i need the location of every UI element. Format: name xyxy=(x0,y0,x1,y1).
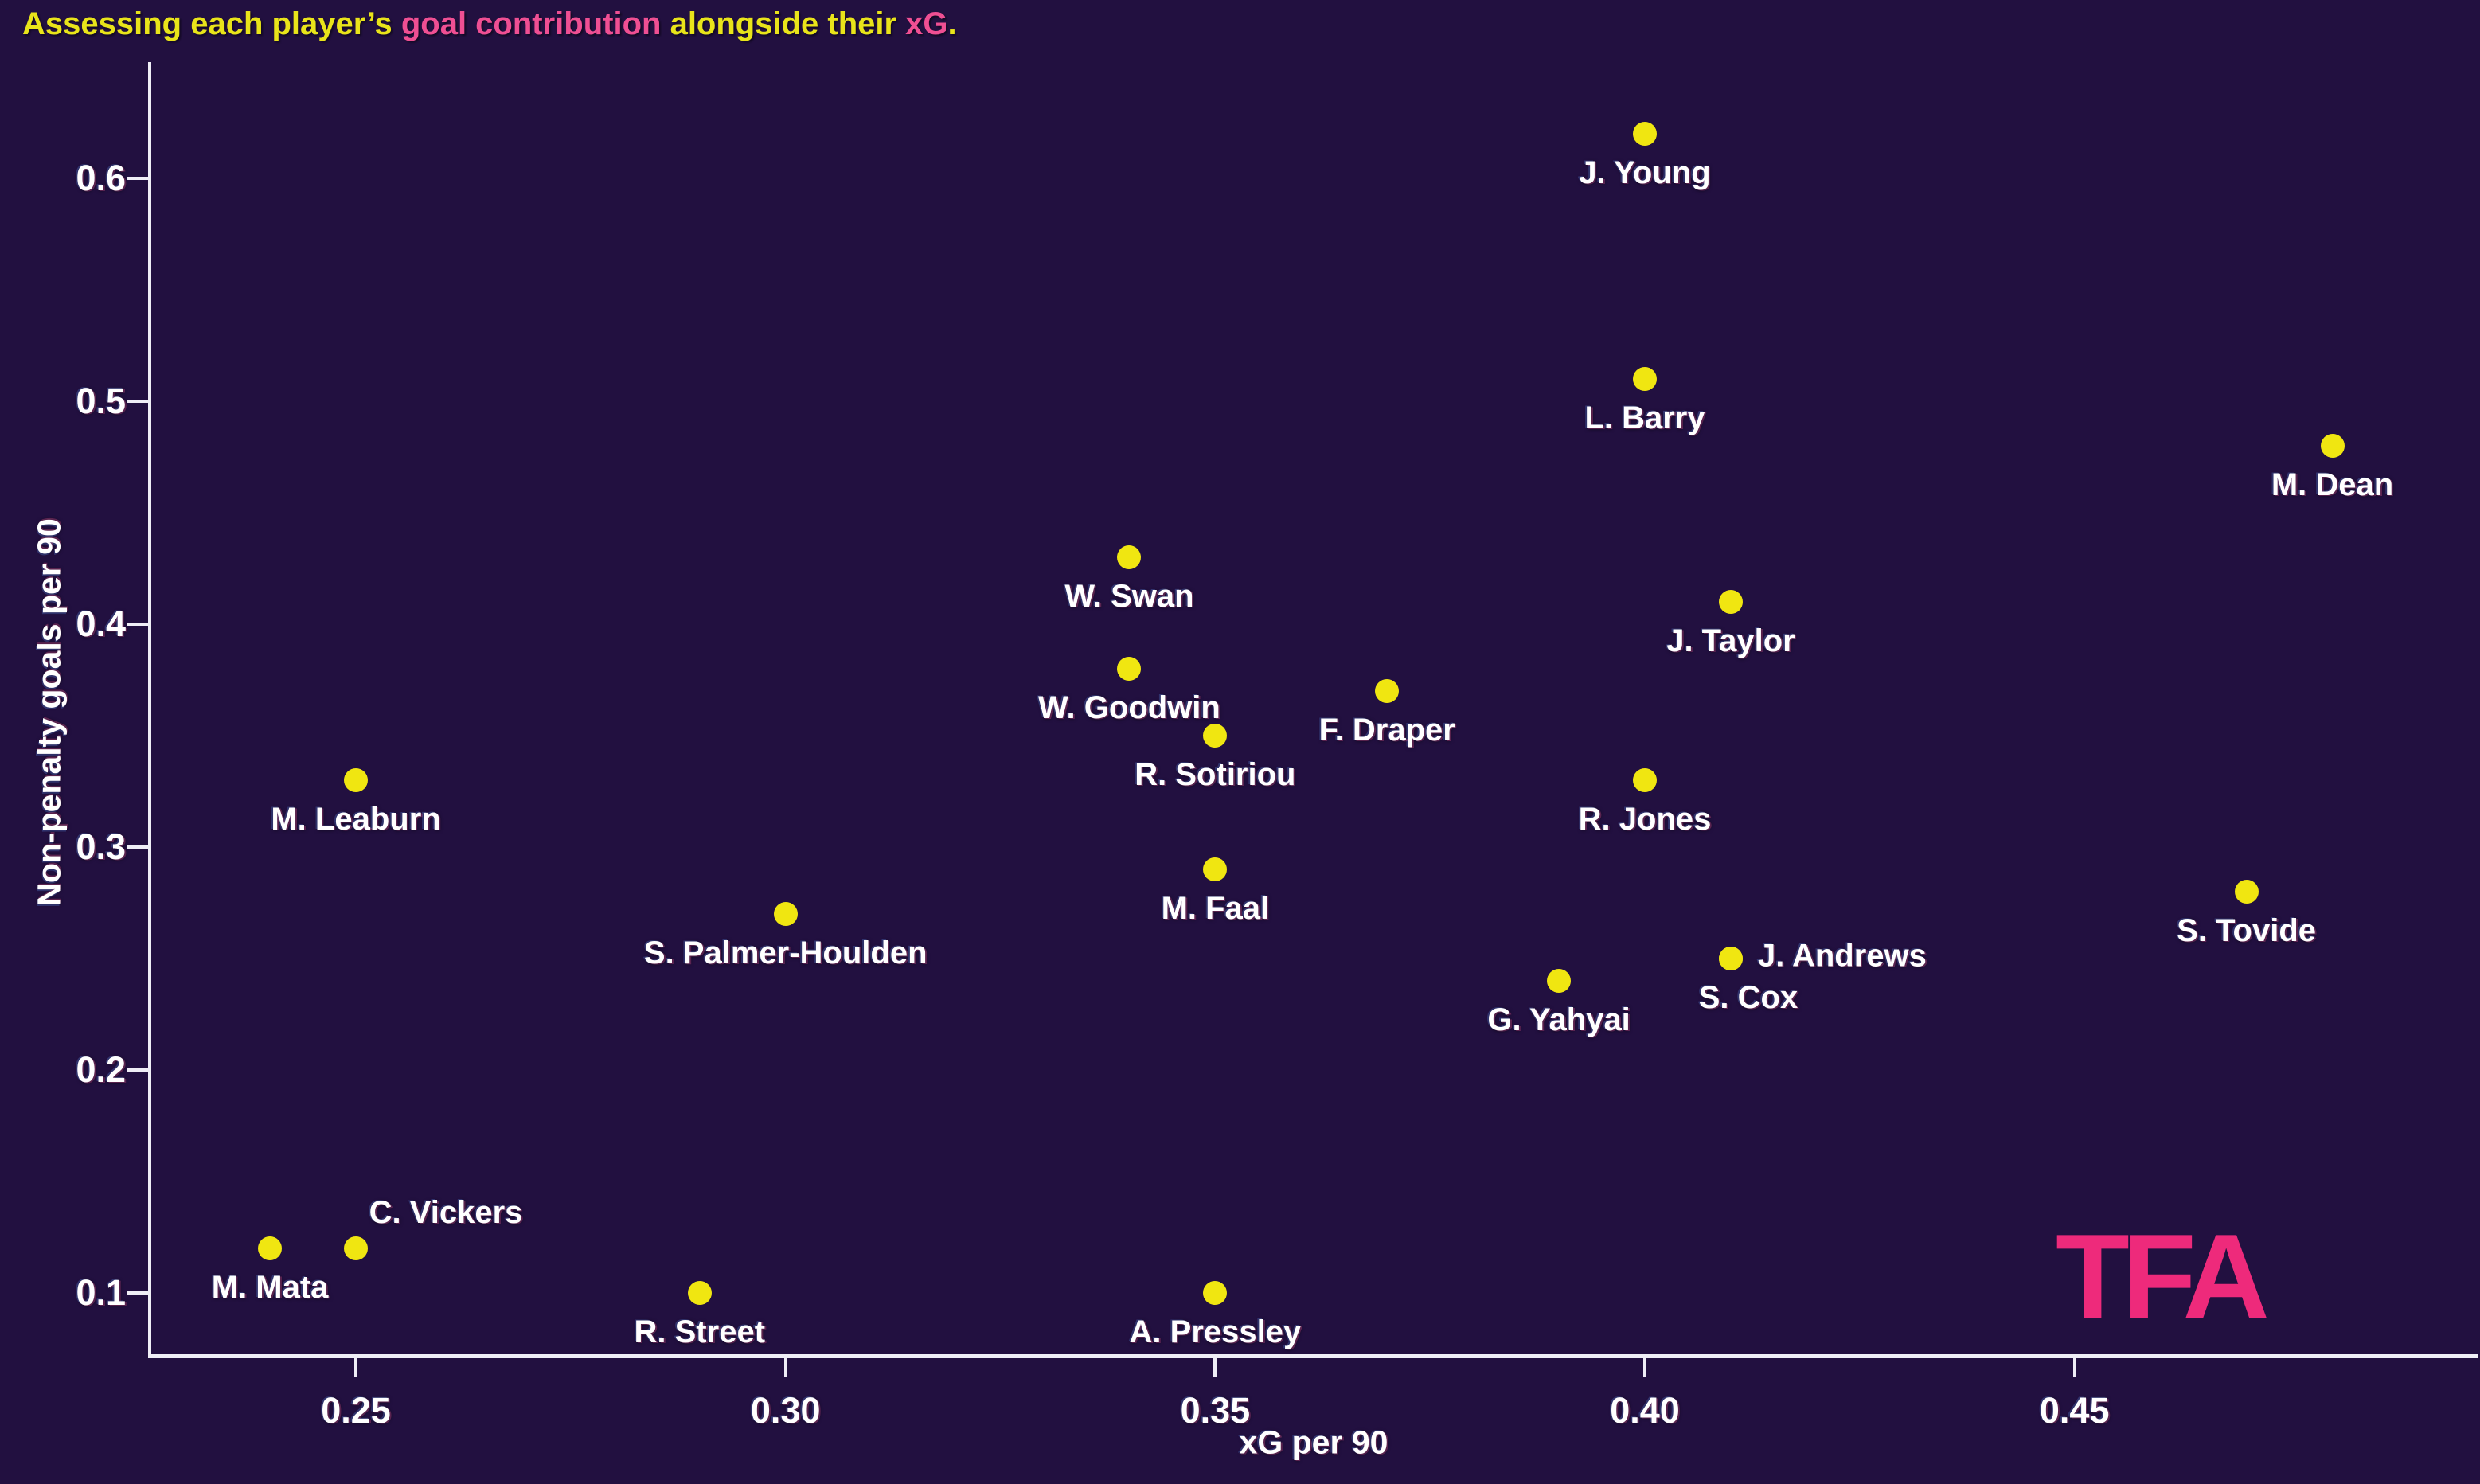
x-tick-mark xyxy=(1643,1357,1647,1377)
point-label-s-palmer-houlden: S. Palmer-Houlden xyxy=(643,935,928,970)
point-label-r-street: R. Street xyxy=(634,1314,766,1349)
x-tick-mark xyxy=(783,1357,787,1377)
y-tick-mark xyxy=(127,622,150,626)
y-tick-mark xyxy=(127,1291,150,1295)
data-point-s-cox xyxy=(1718,946,1743,970)
chart-title-segment: . xyxy=(947,6,957,41)
y-tick-mark xyxy=(127,399,150,403)
x-axis-line xyxy=(148,1354,2478,1358)
data-point-s-palmer-houlden xyxy=(773,901,798,926)
data-point-a-pressley xyxy=(1203,1280,1228,1305)
data-point-r-sotiriou xyxy=(1203,723,1228,748)
point-label-j-andrews: J. Andrews xyxy=(1757,938,1927,974)
y-tick-mark xyxy=(127,1068,150,1072)
data-point-j-young xyxy=(1633,121,1658,146)
chart-title-segment: Assessing each player’s xyxy=(22,6,401,41)
point-label-m-leaburn: M. Leaburn xyxy=(271,801,441,837)
chart-title-segment: xG xyxy=(905,6,948,41)
point-label-f-draper: F. Draper xyxy=(1318,712,1455,748)
x-tick-mark xyxy=(354,1357,358,1377)
chart-title: Assessing each player’s goal contributio… xyxy=(22,6,957,41)
x-tick-label: 0.40 xyxy=(1610,1390,1680,1431)
y-axis-line xyxy=(148,62,151,1358)
chart-title-segment: goal contribution xyxy=(400,6,662,41)
data-point-f-draper xyxy=(1375,678,1400,703)
y-axis-title: Non-penalty goals per 90 xyxy=(30,518,68,907)
y-tick-label: 0.6 xyxy=(76,157,126,198)
point-label-j-young: J. Young xyxy=(1579,154,1711,190)
x-tick-label: 0.35 xyxy=(1180,1390,1251,1431)
x-tick-label: 0.30 xyxy=(750,1390,821,1431)
point-label-r-sotiriou: R. Sotiriou xyxy=(1135,756,1296,792)
data-point-r-jones xyxy=(1633,767,1658,792)
y-tick-label: 0.1 xyxy=(76,1271,126,1313)
point-label-r-jones: R. Jones xyxy=(1578,801,1712,837)
y-tick-mark xyxy=(127,845,150,849)
tfa-logo: TFA xyxy=(2056,1209,2270,1345)
point-label-w-swan: W. Swan xyxy=(1064,578,1194,614)
point-label-c-vickers: C. Vickers xyxy=(369,1194,523,1230)
point-label-a-pressley: A. Pressley xyxy=(1129,1314,1302,1349)
data-point-g-yahyai xyxy=(1547,968,1572,993)
x-tick-mark xyxy=(1213,1357,1217,1377)
point-label-g-yahyai: G. Yahyai xyxy=(1487,1002,1631,1037)
point-label-m-dean: M. Dean xyxy=(2271,467,2394,502)
data-point-j-taylor xyxy=(1718,589,1743,614)
chart-title-segment: alongside their xyxy=(661,6,906,41)
data-point-l-barry xyxy=(1633,366,1658,391)
x-tick-label: 0.45 xyxy=(2039,1390,2110,1431)
point-label-l-barry: L. Barry xyxy=(1584,400,1705,435)
point-label-s-cox: S. Cox xyxy=(1698,979,1798,1015)
x-tick-label: 0.25 xyxy=(321,1390,391,1431)
data-point-m-leaburn xyxy=(344,767,369,792)
point-label-j-taylor: J. Taylor xyxy=(1666,623,1795,658)
data-point-m-dean xyxy=(2320,433,2345,458)
point-label-s-tovide: S. Tovide xyxy=(2177,912,2316,948)
y-tick-mark xyxy=(127,176,150,180)
data-point-w-swan xyxy=(1117,545,1142,569)
data-point-m-mata xyxy=(258,1236,283,1260)
data-point-r-street xyxy=(687,1280,712,1305)
point-label-w-goodwin: W. Goodwin xyxy=(1038,689,1220,725)
data-point-w-goodwin xyxy=(1117,656,1142,681)
x-axis-title: xG per 90 xyxy=(1239,1423,1388,1461)
point-label-m-mata: M. Mata xyxy=(211,1269,329,1305)
y-tick-label: 0.5 xyxy=(76,380,126,421)
data-point-c-vickers xyxy=(344,1236,369,1260)
y-tick-label: 0.4 xyxy=(76,603,126,644)
point-label-m-faal: M. Faal xyxy=(1161,890,1270,926)
data-point-s-tovide xyxy=(2234,879,2259,904)
y-tick-label: 0.3 xyxy=(76,826,126,867)
y-tick-label: 0.2 xyxy=(76,1049,126,1090)
data-point-m-faal xyxy=(1203,857,1228,881)
x-tick-mark xyxy=(2072,1357,2076,1377)
